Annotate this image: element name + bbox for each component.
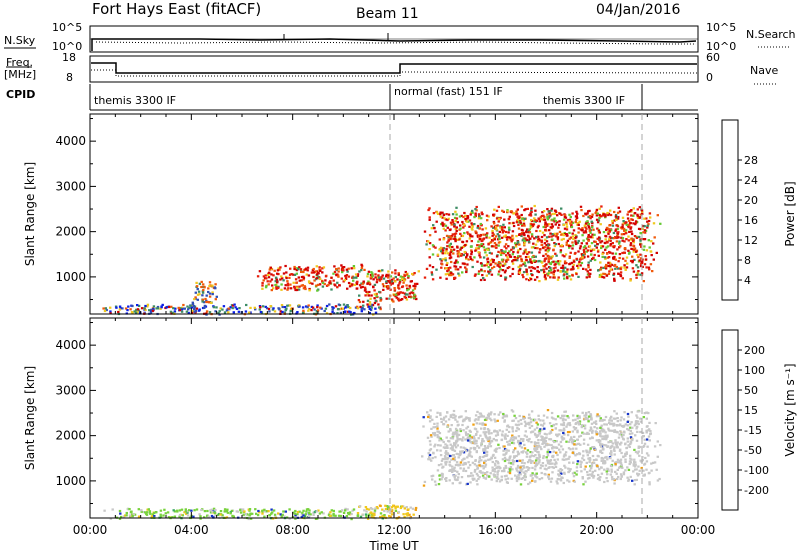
velocity-panel: 1000 2000 3000 4000 00:00 04:00 08:00 12:00 16:0… [23,317,715,553]
power-colorbar-tick-2: 8 [744,254,751,267]
power-colorbar-tick-6: 24 [744,174,758,187]
velocity-axes: 1000 2000 3000 4000 00:00 04:00 08:00 12:00 16:0… [55,318,715,537]
cpid-segment-3: themis 3300 IF [543,94,625,107]
power-echo-region-1 [102,303,382,316]
date-label: 04/Jan/2016 [596,2,681,18]
power-ytick-label-2: 2000 [55,225,86,239]
power-colorbar-tick-5: 20 [744,194,758,207]
velocity-colorbar-tick-7: -100 [744,464,769,477]
power-ylabel: Slant Range [km] [23,162,37,266]
xlabel: Time UT [368,539,419,553]
power-echo-region-5 [423,204,662,283]
power-ytick-label-1: 1000 [55,270,86,284]
power-colorbar: 4 8 12 16 20 24 28 [721,119,758,301]
nave-label: Nave [750,64,778,77]
freq-tick-top: 18 [62,51,76,64]
xtick-label-5: 16:00 [478,523,513,537]
velocity-echoes [103,409,662,521]
nsky-panel: N.Sky 10^5 10^0 10^5 10^0 N.Search [4,21,796,53]
power-colorbar-tick-4: 16 [744,214,758,227]
freq-panel: Freq. [MHz] 18 8 60 0 Nave [4,51,778,85]
velocity-colorbar-tick-5: -15 [744,424,762,437]
nsky-tick-top-left: 10^5 [52,21,82,34]
nsearch-label: N.Search [746,28,796,41]
xtick-label-4: 12:00 [377,523,412,537]
velocity-echo-region-3 [421,409,662,487]
power-echo-region-4 [357,269,420,306]
cpid-segment-2: normal (fast) 151 IF [394,85,503,98]
power-panel: 1000 2000 3000 4000 Slant Range [km] [23,113,699,316]
nsky-tick-bottom-right: 10^0 [706,40,736,53]
freq-label-line1: Freq. [6,56,33,69]
velocity-colorbar-tick-6: -50 [744,444,762,457]
velocity-colorbar-label: Velocity [m s⁻¹] [783,363,797,456]
power-echo-region-3 [256,263,370,292]
velocity-ytick-label-1: 1000 [55,474,86,488]
power-ytick-label-3: 3000 [55,179,86,193]
nave-tick-bottom: 0 [706,71,713,84]
cpid-panel: CPID themis 3300 IF normal (fast) 151 IF… [6,84,698,111]
freq-tick-bottom: 8 [66,71,73,84]
velocity-ytick-label-4: 4000 [55,338,86,352]
nsky-label: N.Sky [4,34,36,47]
velocity-colorbar-tick-8: -200 [744,484,769,497]
cpid-segment-1: themis 3300 IF [94,94,176,107]
power-axes: 1000 2000 3000 4000 [55,114,699,314]
nave-tick-top: 60 [706,51,720,64]
nsky-tick-bottom-left: 10^0 [52,40,82,53]
velocity-ytick-label-2: 2000 [55,429,86,443]
cpid-label: CPID [6,88,35,101]
velocity-colorbar-tick-3: 50 [744,384,758,397]
velocity-ytick-label-3: 3000 [55,383,86,397]
xtick-label-1: 00:00 [73,523,108,537]
xtick-label-2: 04:00 [174,523,209,537]
velocity-colorbar-tick-2: 100 [744,364,765,377]
xtick-label-3: 08:00 [275,523,310,537]
nsky-tick-top-right: 10^5 [706,21,736,34]
xtick-label-6: 20:00 [579,523,614,537]
power-colorbar-tick-7: 28 [744,154,758,167]
power-ytick-label-4: 4000 [55,134,86,148]
beam-label: Beam 11 [356,6,419,22]
velocity-colorbar-tick-4: 15 [744,404,758,417]
power-echo-region-2 [191,280,218,306]
velocity-colorbar-tick-1: 200 [744,344,765,357]
power-echoes [102,204,662,316]
power-colorbar-tick-3: 12 [744,234,758,247]
power-colorbar-tick-1: 4 [744,274,751,287]
plot-title: Fort Hays East (fitACF) [92,0,261,18]
power-colorbar-label: Power [dB] [783,181,797,246]
freq-label-line2: [MHz] [4,68,36,81]
xtick-label-7: 00:00 [681,523,716,537]
velocity-ylabel: Slant Range [km] [23,366,37,470]
velocity-colorbar: 200 100 50 15 -15 -50 -100 -200 [721,329,769,511]
